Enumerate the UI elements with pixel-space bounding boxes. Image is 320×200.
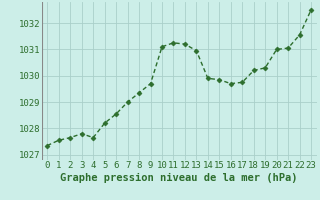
X-axis label: Graphe pression niveau de la mer (hPa): Graphe pression niveau de la mer (hPa) bbox=[60, 173, 298, 183]
